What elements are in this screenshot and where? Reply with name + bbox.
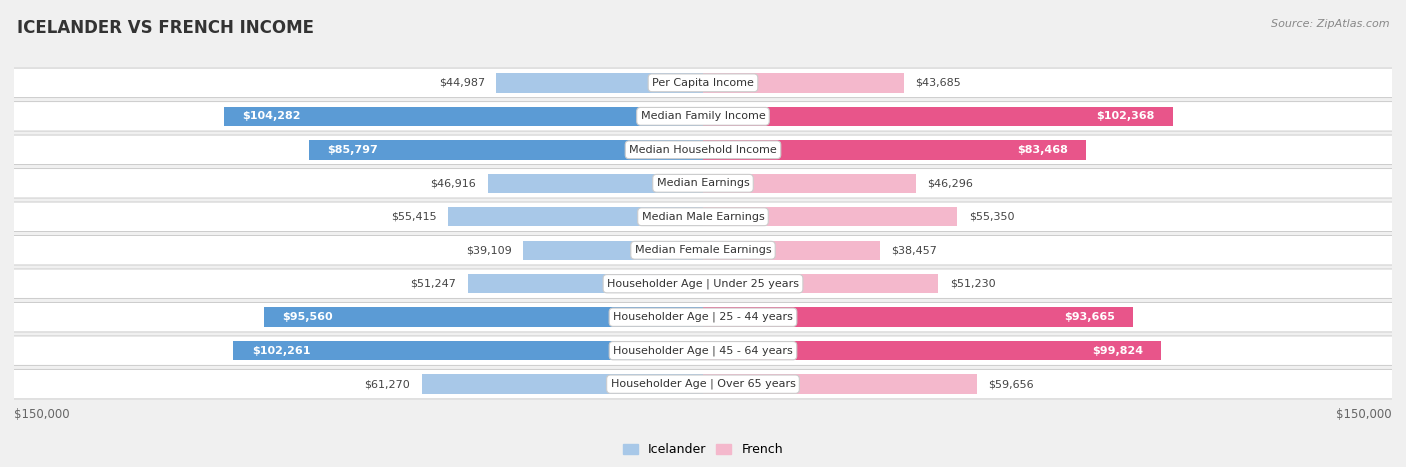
Text: Per Capita Income: Per Capita Income	[652, 78, 754, 88]
Text: Householder Age | Over 65 years: Householder Age | Over 65 years	[610, 379, 796, 389]
Text: $93,665: $93,665	[1064, 312, 1115, 322]
Text: $104,282: $104,282	[242, 111, 301, 121]
Text: $59,656: $59,656	[988, 379, 1033, 389]
Text: $43,685: $43,685	[915, 78, 960, 88]
Text: $150,000: $150,000	[1336, 408, 1392, 421]
Bar	[449, 207, 703, 226]
Text: $46,916: $46,916	[430, 178, 477, 188]
Text: Householder Age | 25 - 44 years: Householder Age | 25 - 44 years	[613, 312, 793, 322]
Text: $55,350: $55,350	[969, 212, 1014, 222]
Text: $51,230: $51,230	[950, 279, 995, 289]
FancyBboxPatch shape	[0, 202, 1406, 232]
Text: Source: ZipAtlas.com: Source: ZipAtlas.com	[1271, 19, 1389, 28]
Text: $38,457: $38,457	[891, 245, 936, 255]
Bar	[703, 375, 977, 394]
Bar	[703, 140, 1087, 160]
Text: $61,270: $61,270	[364, 379, 411, 389]
Legend: Icelander, French: Icelander, French	[619, 439, 787, 461]
Text: $83,468: $83,468	[1017, 145, 1069, 155]
FancyBboxPatch shape	[0, 303, 1406, 332]
Text: Median Household Income: Median Household Income	[628, 145, 778, 155]
FancyBboxPatch shape	[0, 169, 1406, 198]
Text: Median Female Earnings: Median Female Earnings	[634, 245, 772, 255]
Bar	[264, 307, 703, 327]
Bar	[422, 375, 703, 394]
Text: $55,415: $55,415	[391, 212, 437, 222]
Text: $51,247: $51,247	[411, 279, 456, 289]
Bar	[224, 106, 703, 126]
FancyBboxPatch shape	[0, 369, 1406, 399]
Text: Householder Age | 45 - 64 years: Householder Age | 45 - 64 years	[613, 346, 793, 356]
Text: Median Earnings: Median Earnings	[657, 178, 749, 188]
FancyBboxPatch shape	[0, 235, 1406, 265]
Text: ICELANDER VS FRENCH INCOME: ICELANDER VS FRENCH INCOME	[17, 19, 314, 37]
Bar	[523, 241, 703, 260]
Text: $46,296: $46,296	[927, 178, 973, 188]
Text: $44,987: $44,987	[439, 78, 485, 88]
Text: $85,797: $85,797	[328, 145, 378, 155]
Text: Median Family Income: Median Family Income	[641, 111, 765, 121]
FancyBboxPatch shape	[0, 269, 1406, 298]
Text: $95,560: $95,560	[283, 312, 333, 322]
Bar	[703, 174, 915, 193]
Text: $102,261: $102,261	[252, 346, 311, 356]
Bar	[703, 241, 880, 260]
FancyBboxPatch shape	[0, 135, 1406, 164]
Bar	[309, 140, 703, 160]
Text: $150,000: $150,000	[14, 408, 70, 421]
Bar	[703, 106, 1173, 126]
FancyBboxPatch shape	[0, 336, 1406, 365]
Text: $39,109: $39,109	[467, 245, 512, 255]
FancyBboxPatch shape	[0, 68, 1406, 98]
Text: Householder Age | Under 25 years: Householder Age | Under 25 years	[607, 278, 799, 289]
Bar	[488, 174, 703, 193]
Bar	[468, 274, 703, 293]
Bar	[703, 341, 1161, 361]
Bar	[496, 73, 703, 92]
Text: Median Male Earnings: Median Male Earnings	[641, 212, 765, 222]
Bar	[703, 73, 904, 92]
FancyBboxPatch shape	[0, 102, 1406, 131]
Text: $102,368: $102,368	[1097, 111, 1154, 121]
Text: $99,824: $99,824	[1092, 346, 1143, 356]
Bar	[703, 307, 1133, 327]
Bar	[703, 207, 957, 226]
Bar	[703, 274, 938, 293]
Bar	[233, 341, 703, 361]
